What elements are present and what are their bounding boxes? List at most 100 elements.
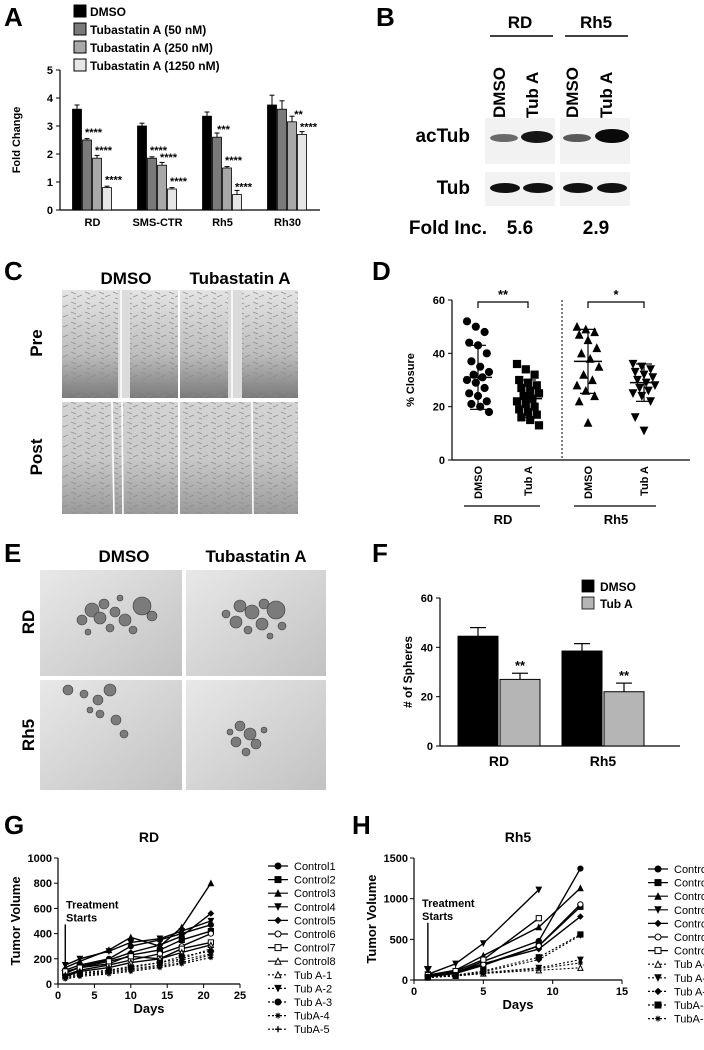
g-x-tick-label: 20 — [197, 990, 209, 1002]
h-legend-label: Control3 — [674, 891, 704, 903]
d-data-point — [594, 361, 604, 371]
panel-label-a: A — [4, 2, 23, 32]
d-data-point — [521, 365, 530, 374]
d-x-tick-label: Tub A — [639, 466, 651, 496]
d-data-point — [530, 402, 539, 411]
h-arrow-label: Treatment — [422, 898, 475, 910]
d-significance-label: * — [613, 287, 619, 302]
micrograph-e-rh5-tubastatin — [186, 680, 326, 790]
a-bar — [222, 167, 232, 211]
h-data-point — [577, 901, 584, 908]
f-legend-swatch — [581, 579, 595, 593]
h-data-point — [536, 966, 542, 972]
a-bar — [232, 194, 242, 211]
d-data-point — [590, 391, 600, 401]
h-data-point — [535, 923, 543, 931]
g-legend-marker — [274, 930, 282, 938]
d-y-tick-label: 40 — [433, 348, 445, 360]
h-legend-marker — [654, 987, 662, 996]
g-data-point — [105, 958, 113, 965]
g-legend-label: Control1 — [294, 861, 336, 873]
g-legend-marker — [274, 984, 282, 993]
d-data-point — [462, 317, 472, 326]
a-legend-swatch-2 — [73, 40, 87, 54]
g-y-tick-label: 800 — [34, 878, 52, 890]
a-legend-label-3: Tubastatin A (1250 nM) — [90, 59, 220, 73]
d-data-point — [643, 386, 653, 396]
d-data-point — [484, 407, 494, 417]
panel-label-d: D — [372, 256, 391, 286]
d-data-point — [632, 375, 642, 385]
d-data-point — [572, 380, 582, 390]
h-data-point — [480, 956, 487, 963]
panel-label-b: B — [376, 2, 395, 32]
f-significance-label: ** — [515, 658, 526, 673]
a-bar — [267, 104, 277, 211]
f-bar — [561, 650, 603, 747]
d-data-point — [587, 375, 597, 385]
b-band-tub — [490, 183, 520, 193]
b-fold-inc-value: 5.6 — [507, 218, 533, 239]
western-blot-b: RD Rh5 DMSO Tub A DMSO Tub A acTub Tub Fold Inc.… — [409, 13, 630, 239]
h-legend-marker — [654, 892, 662, 900]
d-y-tick-label: 20 — [433, 402, 445, 414]
d-data-point — [583, 417, 593, 427]
a-bar — [147, 157, 157, 211]
g-x-tick-label: 5 — [91, 990, 97, 1002]
f-y-tick-label: 40 — [421, 642, 433, 654]
a-bar — [82, 139, 92, 211]
d-data-point — [532, 410, 541, 419]
d-data-point — [635, 383, 645, 393]
g-x-tick-label: 15 — [161, 990, 173, 1002]
g-legend-label: TubA-5 — [294, 1024, 330, 1036]
chart-g-tumor-rd: RD 0 200 400 600 800 1000 0 5 10 15 20 25 Days Tumor V… — [8, 829, 336, 1036]
a-bar — [297, 133, 307, 211]
b-group-label: RD — [508, 13, 533, 32]
g-data-point — [207, 910, 215, 917]
f-legend-label: Tub A — [600, 597, 633, 611]
f-y-tick-label: 60 — [421, 593, 433, 605]
h-x-axis-title: Days — [502, 997, 533, 1012]
d-data-point — [534, 389, 544, 398]
micrograph-c-tubastatin-pre — [180, 290, 298, 398]
g-data-point — [156, 941, 164, 949]
g-x-tick-label: 0 — [55, 990, 61, 1002]
g-y-tick-label: 400 — [34, 929, 52, 941]
b-fold-inc-label: Fold Inc. — [409, 218, 487, 239]
h-legend-label: Control1 — [674, 864, 704, 876]
a-bar — [102, 187, 112, 211]
e-col-label-dmso: DMSO — [99, 547, 150, 566]
h-legend-marker — [654, 1001, 662, 1009]
d-data-point — [515, 405, 524, 414]
b-band-tub — [523, 183, 553, 193]
a-x-tick-label: SMS-CTR — [132, 217, 182, 229]
g-legend-marker — [274, 862, 282, 870]
h-data-point — [425, 974, 431, 981]
h-series-line — [427, 917, 540, 976]
a-y-tick-label: 4 — [47, 93, 54, 105]
d-data-point — [628, 359, 638, 369]
d-x-tick-label: DMSO — [583, 466, 595, 499]
d-data-point — [650, 381, 660, 391]
g-y-tick-label: 1000 — [28, 853, 52, 865]
micrograph-e-rd-tubastatin — [186, 570, 326, 676]
chart-f-spheres: 0 20 40 60 # of Spheres DMSO Tub A ** RD ** Rh5 — [401, 579, 680, 769]
h-data-point — [577, 931, 584, 938]
g-data-point — [62, 975, 68, 981]
a-y-tick-label: 1 — [47, 177, 53, 189]
d-data-point — [590, 327, 600, 337]
a-y-axis-title: Fold Change — [11, 107, 23, 174]
g-data-point — [179, 959, 185, 966]
a-y-tick-label: 5 — [47, 65, 53, 77]
g-legend-marker — [274, 903, 282, 911]
h-legend-label: Control5 — [674, 918, 704, 930]
micrograph-c-dmso-pre — [62, 290, 178, 398]
g-y-tick-label: 200 — [34, 954, 52, 966]
g-legend-label: Tub A-1 — [294, 970, 332, 982]
g-title: RD — [139, 829, 159, 845]
a-legend-label-2: Tubastatin A (250 nM) — [90, 41, 213, 55]
h-x-tick-label: 10 — [547, 986, 559, 998]
a-x-tick-label: RD — [85, 217, 101, 229]
d-data-point — [480, 383, 489, 393]
